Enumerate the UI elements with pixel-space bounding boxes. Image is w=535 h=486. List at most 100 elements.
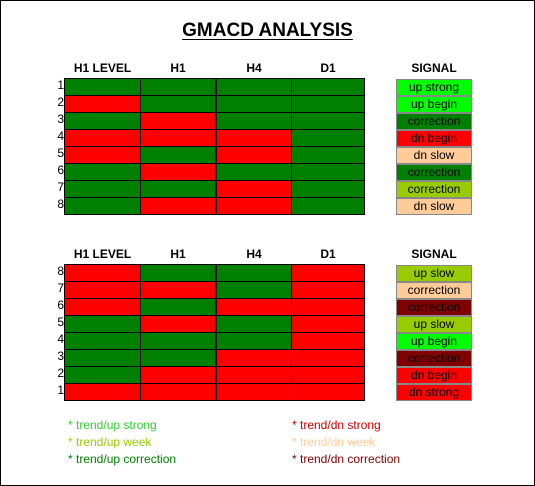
grid-cell-green	[140, 180, 216, 198]
signal-label: up begin	[396, 96, 472, 113]
grid-cell-red	[216, 197, 292, 215]
grid-cell-red	[216, 146, 292, 164]
grid-cell-green	[216, 264, 292, 282]
grid-cell-red	[216, 383, 292, 401]
column-header: H1 LEVEL	[73, 61, 132, 75]
grid-cell-green	[291, 95, 365, 113]
grid-cell-green	[216, 95, 292, 113]
row-number: 8	[57, 264, 64, 278]
row-number: 7	[57, 281, 64, 295]
grid-cell-red	[64, 298, 141, 316]
signal-label: up slow	[396, 265, 472, 282]
row-number: 8	[57, 197, 64, 211]
legend-item: * trend/dn correction	[292, 452, 401, 466]
row-number: 1	[57, 78, 64, 92]
grid-cell-red	[291, 315, 365, 333]
grid-cell-green	[291, 163, 365, 181]
grid-cell-green	[291, 197, 365, 215]
grid-cell-green	[291, 146, 365, 164]
grid-cell-red	[140, 129, 216, 147]
grid-cell-red	[64, 129, 141, 147]
column-header: H1	[170, 247, 186, 261]
column-header: H4	[246, 61, 262, 75]
legend-item: * trend/up week	[68, 435, 152, 449]
grid-cell-red	[216, 366, 292, 384]
grid-cell-green	[64, 197, 141, 215]
grid-cell-red	[291, 349, 365, 367]
signal-label: correction	[396, 164, 472, 181]
grid-cell-green	[140, 146, 216, 164]
chart-title-text: GMACD ANALYSIS	[182, 20, 353, 41]
grid-cell-green	[64, 112, 141, 130]
grid-cell-red	[140, 112, 216, 130]
row-number: 3	[57, 349, 64, 363]
grid-cell-green	[216, 163, 292, 181]
legend-item: * trend/up correction	[68, 452, 177, 466]
grid-cell-green	[216, 315, 292, 333]
legend-item: * trend/dn week	[292, 435, 376, 449]
grid-cell-red	[140, 315, 216, 333]
grid-cell-green	[216, 332, 292, 350]
signal-label: correction	[396, 299, 472, 316]
grid-cell-green	[140, 332, 216, 350]
analysis-table-1: H1 LEVEL H1 H4 D1 SIGNAL 1 up strong 2 up begin 3…	[0, 61, 535, 261]
grid-cell-red	[291, 281, 365, 299]
grid-cell-red	[216, 349, 292, 367]
signal-label: dn begin	[396, 367, 472, 384]
grid-cell-red	[64, 264, 141, 282]
signal-label: up strong	[396, 79, 472, 96]
signal-label: dn begin	[396, 130, 472, 147]
signal-label: up begin	[396, 333, 472, 350]
signal-label: correction	[396, 113, 472, 130]
grid-cell-green	[291, 129, 365, 147]
grid-cell-green	[291, 112, 365, 130]
grid-cell-green	[140, 298, 216, 316]
column-header: H1	[170, 61, 186, 75]
row-number: 2	[57, 95, 64, 109]
grid-cell-red	[291, 264, 365, 282]
signal-label: dn slow	[396, 147, 472, 164]
signal-label: up slow	[396, 316, 472, 333]
grid-cell-red	[291, 383, 365, 401]
signal-label: dn strong	[396, 384, 472, 401]
signal-label: correction	[396, 282, 472, 299]
row-number: 1	[57, 383, 64, 397]
signal-header: SIGNAL	[411, 247, 457, 261]
grid-cell-green	[64, 366, 141, 384]
grid-cell-red	[291, 298, 365, 316]
grid-cell-red	[140, 197, 216, 215]
row-number: 3	[57, 112, 64, 126]
row-number: 4	[57, 129, 64, 143]
grid-cell-green	[216, 112, 292, 130]
column-header: D1	[320, 61, 336, 75]
grid-cell-red	[216, 180, 292, 198]
analysis-table-2: H1 LEVEL H1 H4 D1 SIGNAL 8 up slow 7 correction 6…	[0, 247, 535, 447]
grid-cell-green	[64, 78, 141, 96]
grid-cell-green	[291, 78, 365, 96]
grid-cell-red	[140, 366, 216, 384]
row-number: 6	[57, 298, 64, 312]
grid-cell-red	[64, 281, 141, 299]
signal-header: SIGNAL	[411, 61, 457, 75]
grid-cell-red	[140, 163, 216, 181]
row-number: 7	[57, 180, 64, 194]
grid-cell-red	[291, 366, 365, 384]
signal-label: correction	[396, 181, 472, 198]
column-header: H1 LEVEL	[73, 247, 132, 261]
grid-cell-green	[64, 349, 141, 367]
column-header: H4	[246, 247, 262, 261]
grid-cell-red	[64, 383, 141, 401]
grid-cell-green	[140, 78, 216, 96]
grid-cell-red	[216, 129, 292, 147]
legend-item: * trend/dn strong	[292, 418, 381, 432]
grid-cell-red	[140, 383, 216, 401]
row-number: 5	[57, 146, 64, 160]
row-number: 4	[57, 332, 64, 346]
grid-cell-red	[64, 95, 141, 113]
grid-cell-green	[140, 264, 216, 282]
grid-cell-red	[216, 298, 292, 316]
signal-label: correction	[396, 350, 472, 367]
grid-cell-red	[64, 146, 141, 164]
grid-cell-green	[291, 180, 365, 198]
grid-cell-green	[140, 95, 216, 113]
